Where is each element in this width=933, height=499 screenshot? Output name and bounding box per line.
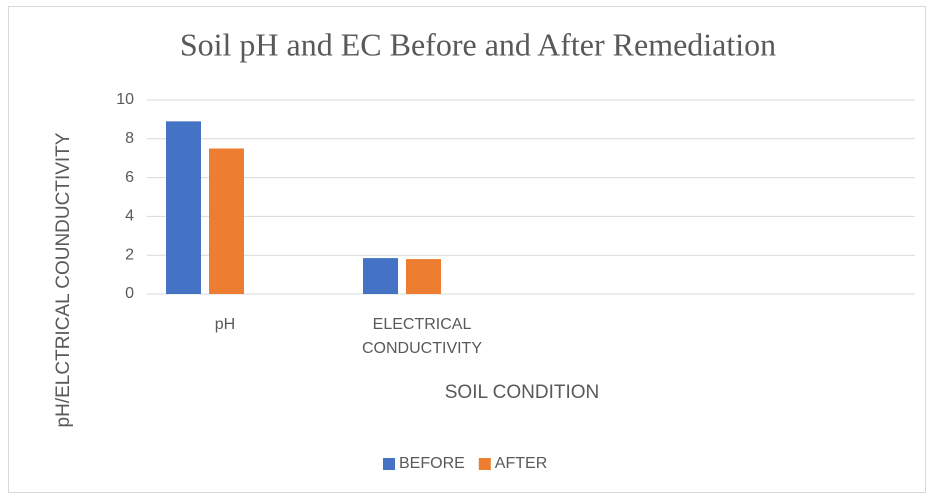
y-tick-label: 6	[125, 169, 134, 186]
y-tick-label: 2	[125, 246, 134, 263]
legend-swatch	[383, 458, 395, 470]
bar	[209, 148, 244, 294]
y-tick-label: 4	[125, 208, 134, 225]
bar	[363, 258, 398, 294]
y-tick-label: 0	[125, 285, 134, 302]
chart-title: Soil pH and EC Before and After Remediat…	[180, 26, 776, 62]
bar	[166, 121, 201, 294]
y-axis-title: pH/ELCTRICAL COUNDUCTIVITY	[53, 132, 74, 427]
bar	[406, 259, 441, 294]
x-tick-label: pH	[214, 316, 236, 333]
x-tick-label: ELECTRICAL CONDUCTIVITY	[362, 316, 482, 357]
legend-label: BEFORE	[399, 455, 465, 472]
y-tick-label: 8	[125, 130, 134, 147]
legend-swatch	[478, 458, 491, 470]
chart-border	[8, 6, 926, 493]
y-tick-label: 10	[116, 91, 134, 108]
legend-label: AFTER	[495, 455, 547, 472]
x-axis-title: SOIL CONDITION	[445, 382, 599, 403]
